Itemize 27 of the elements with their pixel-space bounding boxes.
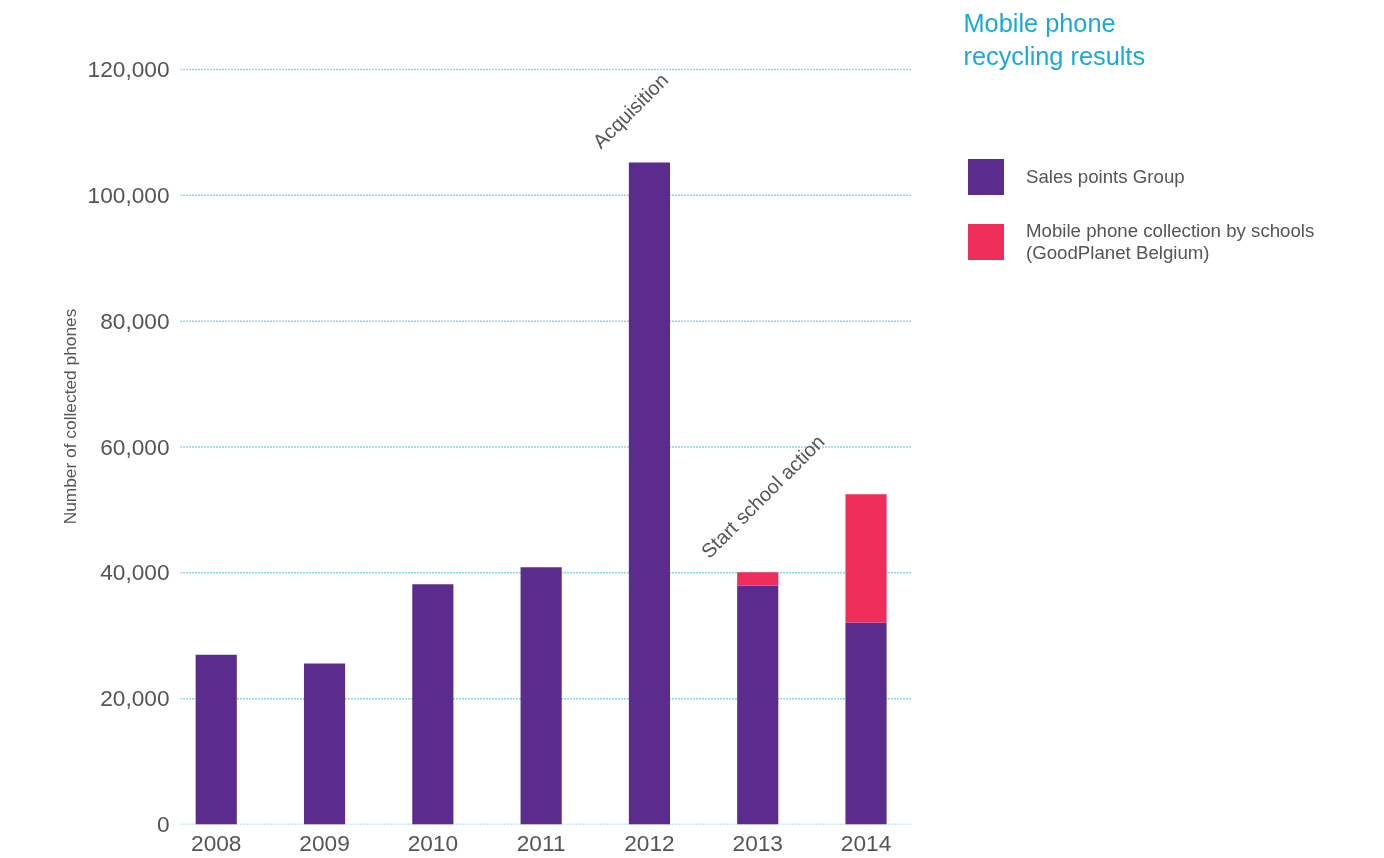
y-axis-title: Number of collected phones bbox=[59, 308, 80, 525]
x-tick-label: 2009 bbox=[299, 829, 350, 856]
x-tick-label: 2010 bbox=[407, 829, 459, 856]
bar bbox=[845, 494, 887, 623]
y-tick-label: 60,000 bbox=[100, 433, 170, 460]
y-tick-label: 100,000 bbox=[87, 181, 170, 208]
bar bbox=[520, 567, 562, 825]
text: Mobile phone recycling results bbox=[963, 8, 1146, 71]
x-tick-label: 2011 bbox=[516, 829, 566, 856]
x-tick-label: 2008 bbox=[191, 829, 242, 856]
bar bbox=[303, 663, 346, 825]
x-tick-label: 2014 bbox=[840, 829, 892, 856]
x-tick-label: 2013 bbox=[732, 829, 783, 856]
legend-label: Sales points Group bbox=[1026, 165, 1185, 188]
y-tick-label: 40,000 bbox=[100, 559, 170, 586]
bar bbox=[845, 622, 887, 825]
bar bbox=[628, 162, 671, 825]
x-tick-label: 2012 bbox=[624, 829, 675, 856]
y-tick-label: 120,000 bbox=[87, 56, 170, 82]
bar bbox=[412, 584, 454, 825]
y-tick-label: 80,000 bbox=[100, 307, 170, 334]
legend-label: Mobile phone collection by schools (GoodPlanet Belgium) bbox=[1026, 219, 1315, 264]
y-tick-label: 20,000 bbox=[100, 685, 170, 712]
bar bbox=[195, 654, 237, 825]
bar bbox=[737, 585, 779, 825]
bar bbox=[737, 572, 779, 586]
y-tick-label: 0 bbox=[156, 811, 170, 837]
